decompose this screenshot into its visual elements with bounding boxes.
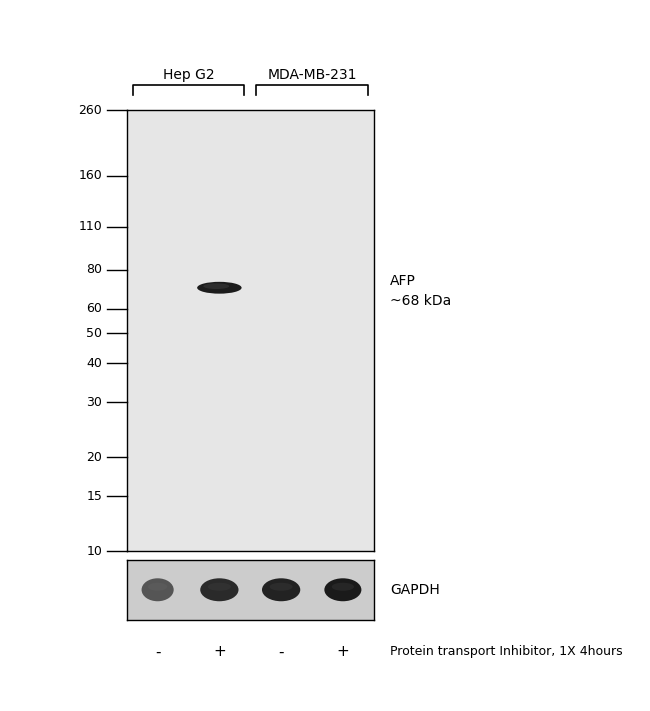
Ellipse shape [203,284,229,289]
Ellipse shape [332,583,354,591]
Text: 60: 60 [86,302,102,315]
Text: +: + [337,644,349,660]
Ellipse shape [324,578,361,602]
Text: -: - [155,644,161,660]
Text: Protein transport Inhibitor, 1X 4hours: Protein transport Inhibitor, 1X 4hours [390,646,623,658]
Ellipse shape [200,578,239,602]
Text: 260: 260 [78,104,102,117]
Text: 80: 80 [86,263,102,276]
Text: MDA-MB-231: MDA-MB-231 [267,68,357,82]
Ellipse shape [148,583,167,591]
Text: 160: 160 [78,169,102,183]
Ellipse shape [142,578,174,602]
Text: GAPDH: GAPDH [390,583,440,597]
Text: 10: 10 [86,545,102,557]
Text: -: - [278,644,284,660]
Text: ~68 kDa: ~68 kDa [390,294,451,308]
Text: 110: 110 [78,220,102,233]
Text: 30: 30 [86,396,102,409]
Text: 50: 50 [86,327,102,340]
Text: 40: 40 [86,357,102,370]
Text: 20: 20 [86,451,102,464]
Ellipse shape [197,282,242,294]
Ellipse shape [208,583,231,591]
Ellipse shape [262,578,300,602]
Text: Hep G2: Hep G2 [162,68,214,82]
Text: 15: 15 [86,490,102,503]
Text: +: + [213,644,226,660]
Text: AFP: AFP [390,274,416,288]
Ellipse shape [270,583,292,591]
